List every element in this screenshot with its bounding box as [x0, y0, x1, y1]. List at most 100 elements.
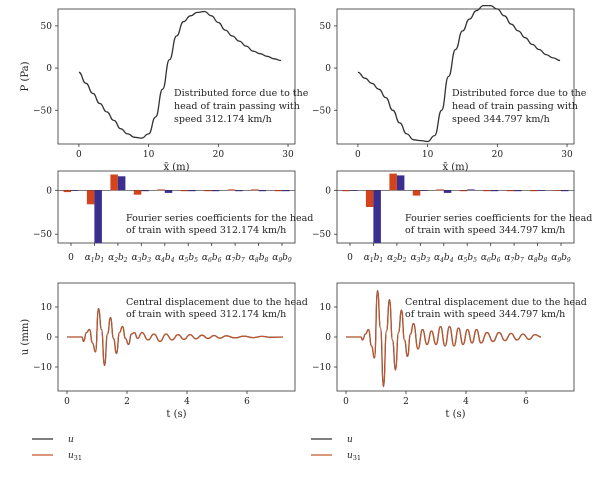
y-tick-label: −50	[33, 230, 52, 240]
x-tick-label-part: 4	[439, 257, 444, 264]
y-tick-label: −10	[312, 363, 331, 373]
x-tick-label-part: 6	[497, 257, 501, 264]
y-tick-label: 0	[325, 64, 331, 74]
bar-1	[373, 190, 381, 243]
x-axis-label: t (s)	[166, 409, 186, 420]
annotation-line: Distributed force due to the	[174, 88, 309, 99]
bar-1	[235, 190, 243, 192]
legend-label-main: u	[347, 435, 353, 445]
x-tick-label: α6b6	[202, 253, 222, 264]
x-tick-label: 0	[343, 397, 349, 407]
x-tick-label-part: b	[141, 253, 147, 263]
x-tick-label-part: 1	[100, 257, 104, 264]
x-tick-label-part: b	[282, 253, 288, 263]
bar-1	[443, 190, 452, 193]
chart-panel-4: 0 2 4 6 10 0 −10 t (s) u (mm) Central displacemen…	[20, 282, 308, 420]
x-tick-label: 0	[64, 397, 70, 407]
plot-frame-2	[57, 170, 296, 244]
bar-1	[211, 190, 220, 192]
x-tick-label: 4	[184, 397, 190, 407]
legend-label-main: u	[68, 451, 74, 461]
x-tick-label: α9b9	[551, 253, 571, 264]
x-tick-label-part: 3	[417, 257, 421, 264]
x-tick-label-part: 4	[160, 257, 165, 264]
bar-1	[514, 190, 522, 192]
x-tick-label-part: 9	[278, 257, 282, 264]
x-tick-label: 10	[143, 150, 155, 160]
x-tick-label-part: α	[434, 253, 440, 263]
bar-1	[490, 190, 499, 192]
series-line-1	[66, 307, 284, 367]
bar-0	[365, 190, 374, 207]
annotation-line: Central displacement due to the head	[405, 297, 587, 308]
bar-1	[396, 175, 405, 191]
x-tick-label-part: α	[178, 253, 184, 263]
bar-1	[258, 190, 267, 192]
x-tick-label-part: α	[364, 253, 370, 263]
x-tick-label: α8b8	[249, 253, 269, 264]
x-tick-label-part: α	[155, 253, 161, 263]
legend-label: u31	[347, 451, 361, 462]
x-tick-label-part: 2	[123, 257, 128, 264]
y-tick-label: 10	[320, 303, 332, 313]
x-tick-label: 30	[561, 150, 573, 160]
x-tick-label-part: 5	[185, 257, 189, 264]
x-tick-label-part: 9	[288, 257, 292, 264]
annotation-line: Fourier series coefficients for the head	[405, 213, 592, 224]
x-tick-label: 6	[523, 397, 529, 407]
x-tick-label-part: b	[259, 253, 265, 263]
x-tick-label: 0	[76, 150, 82, 160]
bar-1	[350, 190, 358, 191]
x-tick-label-part: 4	[170, 257, 175, 264]
x-tick-label: 0	[68, 253, 74, 263]
bar-0	[274, 190, 282, 192]
x-tick-label: α3b3	[411, 253, 431, 264]
x-tick-label-part: 5	[194, 257, 198, 264]
x-tick-label: α8b8	[528, 253, 548, 264]
legend-label-sub: 31	[74, 454, 82, 462]
x-tick-label-part: 3	[147, 257, 151, 264]
y-tick-label: 0	[325, 333, 331, 343]
y-tick-label: −50	[312, 230, 331, 240]
x-tick-label: α9b9	[272, 253, 292, 264]
x-tick-label-part: b	[514, 253, 520, 263]
bar-1	[537, 190, 546, 191]
x-tick-label-part: 6	[208, 257, 212, 264]
y-axis-label: u (mm)	[20, 319, 31, 355]
chart-panel-2: 0−500 α1b1 α2b2 α3b3 α4b4 α5b5 α6b6 α7b7 α8b8 α9b…	[33, 170, 313, 264]
bar-0	[389, 173, 397, 191]
legend-label: u31	[68, 451, 82, 462]
x-tick-label-part: 2	[113, 257, 118, 264]
x-tick-label-part: b	[212, 253, 218, 263]
legend-label-main: u	[68, 435, 74, 445]
x-tick-label: α5b5	[457, 253, 477, 264]
x-tick-label-part: 2	[392, 257, 397, 264]
x-tick-label-part: 1	[370, 257, 374, 264]
annotation-line: head of train passing with	[452, 101, 578, 112]
x-tick-label-part: α	[387, 253, 393, 263]
series-line-0	[78, 10, 282, 139]
bar-0	[110, 174, 118, 191]
x-tick-label: α4b4	[155, 253, 175, 264]
x-tick-label: 30	[282, 150, 294, 160]
x-tick-label-part: 3	[138, 257, 142, 264]
x-tick-label-part: b	[444, 253, 450, 263]
x-tick-label-part: α	[528, 253, 534, 263]
x-tick-label: 2	[403, 397, 409, 407]
x-tick-label-part: 7	[510, 257, 514, 264]
x-tick-label: α2b2	[387, 253, 407, 264]
annotation-line: Fourier series coefficients for the head	[126, 213, 313, 224]
y-tick-label: −50	[312, 106, 331, 116]
plot-frame-3	[336, 170, 575, 244]
x-tick-label-part: 2	[402, 257, 407, 264]
annotation-line: of train with speed 312.174 km/h	[126, 225, 286, 236]
bar-1	[164, 190, 173, 193]
bar-1	[188, 190, 196, 192]
x-tick-label-part: b	[165, 253, 171, 263]
annotation-line: Central displacement due to the head	[126, 297, 308, 308]
x-tick-label-part: α	[202, 253, 208, 263]
annotation-line: speed 312.174 km/h	[174, 114, 272, 125]
x-tick-label: 0	[347, 253, 353, 263]
x-tick-label: 0	[355, 150, 361, 160]
